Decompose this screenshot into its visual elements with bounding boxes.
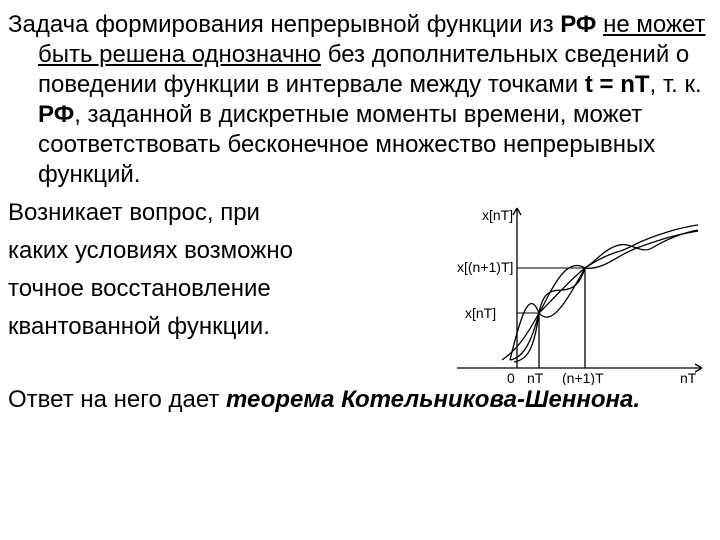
p1-tnT: t = nT [585,71,650,98]
curve-main [502,225,698,360]
p1-rf1: РФ [560,11,596,38]
label-nT: nT [527,370,544,385]
p1-rf2: РФ [38,101,74,128]
q-line-3: точное восстановление [8,274,398,304]
p1-pre: Задача формирования непрерывной функции … [8,11,560,38]
ylabel-mid: x[(n+1)T] [457,259,513,275]
curve-alt3 [514,268,585,362]
question-block: Возникает вопрос, при каких условиях воз… [8,198,398,350]
curve-alt1 [510,268,585,360]
ylabel-top: x[nT] [482,207,513,223]
p1-mid3: , т. к. [650,71,702,98]
ylabel-bot: x[nT] [465,305,496,321]
theorem-name: теорема Котельникова-Шеннона. [226,386,640,413]
p1-post: , заданной в дискретные моменты времени,… [38,101,655,188]
label-nT-right: nT [680,370,697,385]
q-line-4: квантованной функции. [8,312,398,342]
answer-pre: Ответ на него дает [8,386,226,413]
paragraph-1: Задача формирования непрерывной функции … [8,10,712,190]
figure-container: 0 nT (n+1)T nT x[nT] x[(n+1)T] x[nT] [398,198,712,385]
answer-paragraph: Ответ на него дает теорема Котельникова-… [8,385,712,415]
q-line-1: Возникает вопрос, при [8,198,398,228]
label-zero: 0 [507,370,515,385]
label-np1T: (n+1)T [562,370,604,385]
q-line-2: каких условиях возможно [8,236,398,266]
middle-row: Возникает вопрос, при каких условиях воз… [8,198,712,385]
slide: Задача формирования непрерывной функции … [0,0,720,540]
sampling-figure: 0 nT (n+1)T nT x[nT] x[(n+1)T] x[nT] [402,200,702,385]
curve-tail1 [585,230,698,268]
